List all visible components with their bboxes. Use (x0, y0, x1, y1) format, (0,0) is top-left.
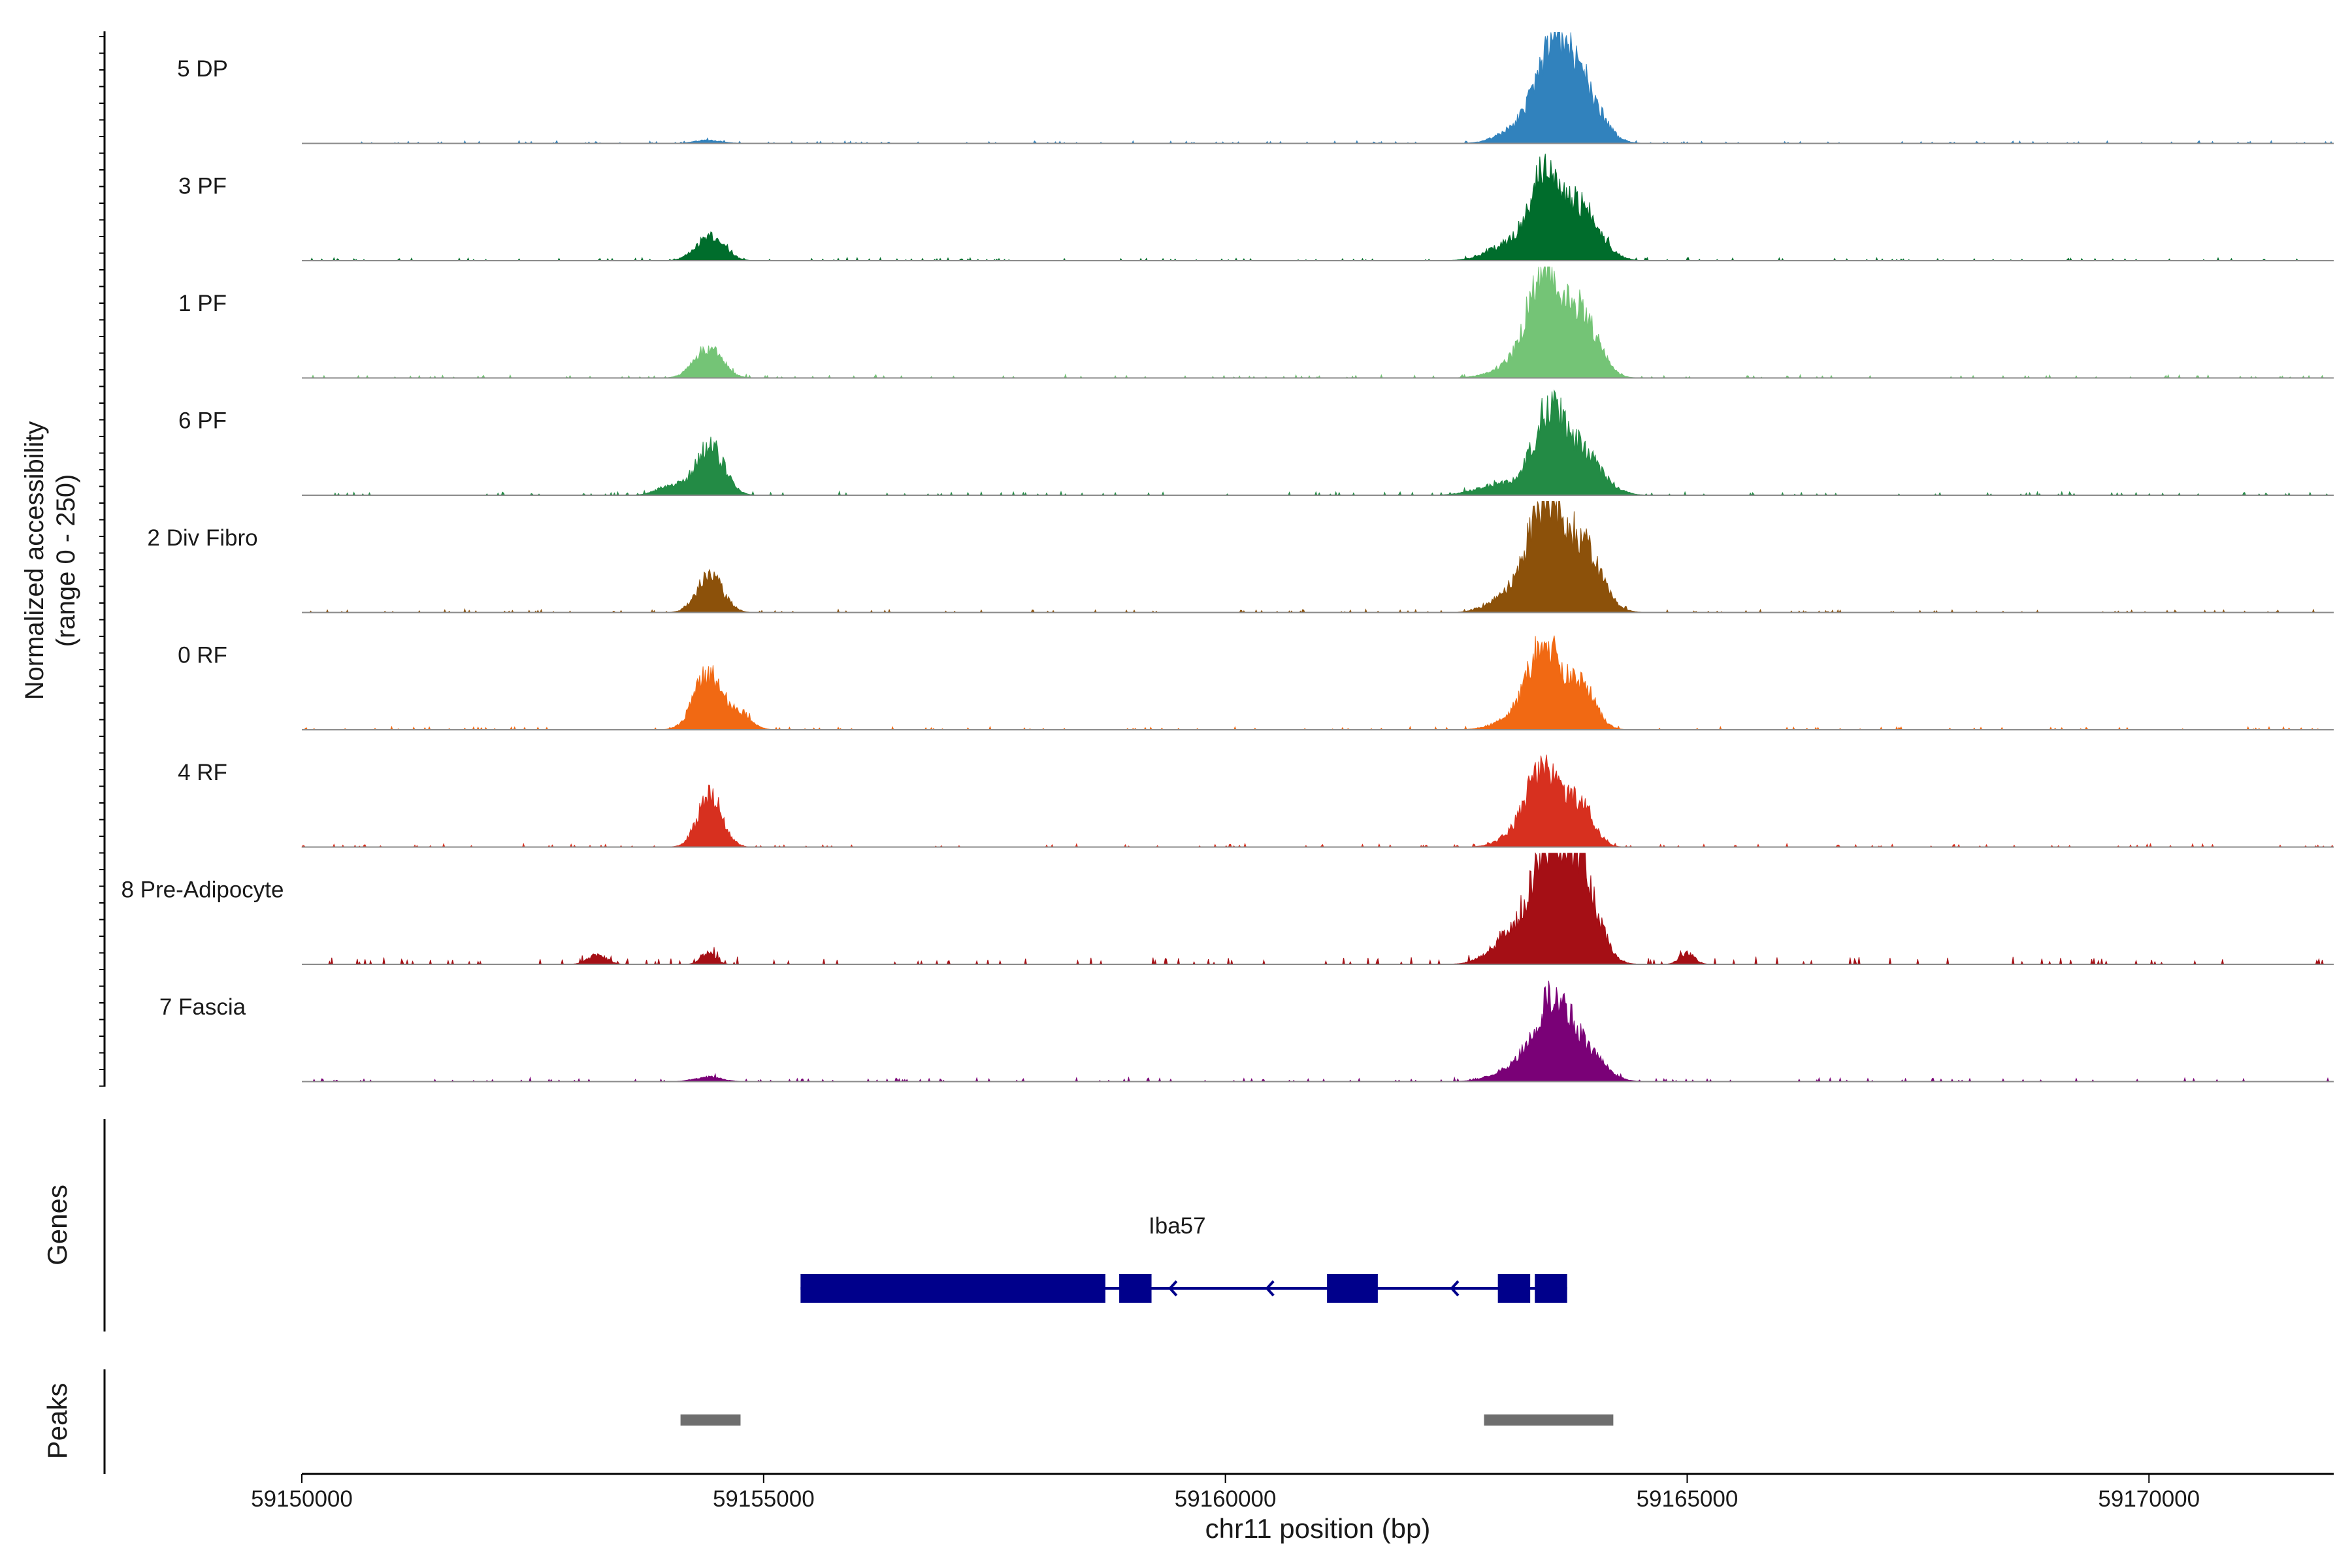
track-9: 7 Fascia (159, 981, 2334, 1083)
x-axis-label: chr11 position (bp) (1205, 1513, 1431, 1544)
track-1: 5 DP (177, 32, 2334, 144)
track-area-2 (302, 154, 2334, 262)
track-area-1 (302, 32, 2334, 144)
track-label-2: 3 PF (178, 174, 227, 199)
track-label-8: 8 Pre-Adipocyte (121, 877, 284, 903)
peaks-label: Peaks (42, 1383, 73, 1460)
gene-exon-1 (800, 1274, 1105, 1303)
track-area-4 (302, 389, 2334, 497)
track-area-9 (302, 981, 2334, 1083)
track-area-8 (302, 852, 2334, 966)
track-6: 0 RF (178, 635, 2334, 731)
track-7: 4 RF (178, 754, 2334, 848)
track-area-3 (302, 267, 2334, 379)
gene-exon-3 (1327, 1274, 1378, 1303)
peak-region-1 (680, 1414, 741, 1426)
coverage-tracks: 5 DP 3 PF 1 PF 6 PF 2 Div Fibro 0 RF 4 RF 8 Pre… (121, 32, 2334, 1083)
x-tick-label: 59155000 (713, 1486, 815, 1512)
track-4: 6 PF (178, 389, 2334, 497)
gene-track: Iba57 (800, 1213, 1567, 1303)
track-5: 2 Div Fibro (147, 501, 2334, 613)
peak-region-2 (1484, 1414, 1614, 1426)
track-label-7: 4 RF (178, 760, 227, 785)
track-label-5: 2 Div Fibro (147, 525, 257, 551)
accessibility-axis (99, 31, 106, 1087)
x-tick-label: 59150000 (251, 1486, 353, 1512)
gene-exon-5 (1535, 1274, 1567, 1303)
gene-strand-arrow-3 (1450, 1280, 1460, 1297)
gene-name-label: Iba57 (1149, 1213, 1206, 1239)
peak-regions (680, 1414, 1614, 1426)
track-label-1: 5 DP (177, 56, 228, 82)
x-tick-label: 59160000 (1175, 1486, 1277, 1512)
genes-label: Genes (42, 1184, 73, 1266)
track-2: 3 PF (178, 154, 2334, 262)
track-area-7 (301, 754, 2334, 848)
track-label-6: 0 RF (178, 643, 227, 668)
y-axis-label-line1: Normalized accessibility (20, 421, 49, 700)
x-tick-label: 59165000 (1637, 1486, 1739, 1512)
track-8: 8 Pre-Adipocyte (121, 852, 2334, 966)
track-label-4: 6 PF (178, 408, 227, 434)
gene-exon-2 (1119, 1274, 1152, 1303)
track-area-5 (302, 501, 2334, 613)
track-area-6 (302, 635, 2334, 731)
y-axis-label-line2: (range 0 - 250) (52, 474, 80, 647)
gene-strand-arrow-1 (1168, 1280, 1178, 1297)
track-label-9: 7 Fascia (159, 994, 246, 1020)
x-axis: 59150000 59155000 59160000 59165000 59170000 (251, 1474, 2200, 1512)
x-tick-label: 59170000 (2098, 1486, 2200, 1512)
gene-exon-4 (1497, 1274, 1531, 1303)
track-3: 1 PF (178, 267, 2334, 379)
track-label-3: 1 PF (178, 291, 227, 316)
gene-strand-arrow-2 (1265, 1280, 1275, 1297)
